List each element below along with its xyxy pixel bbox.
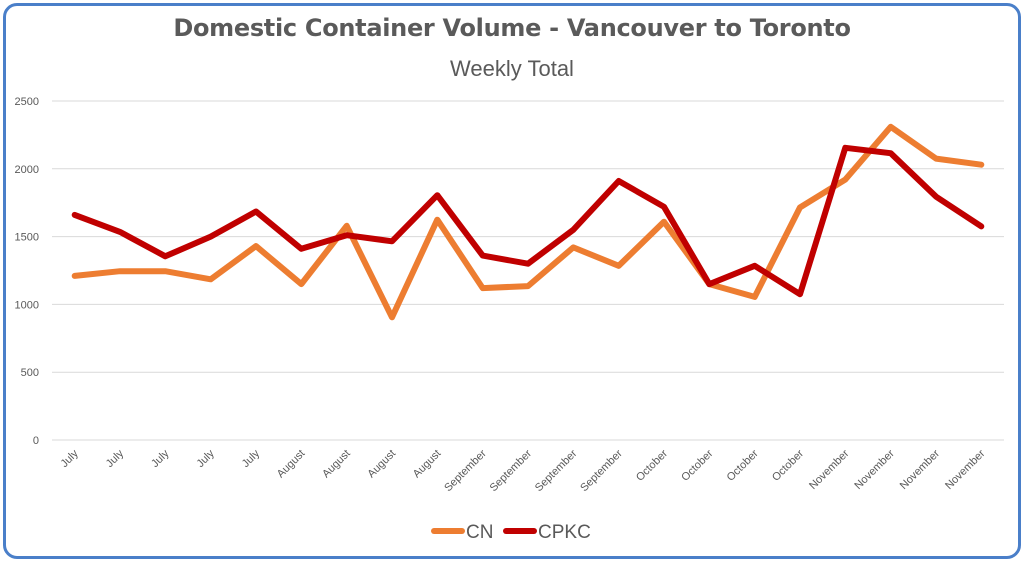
x-tick-label: August [320,448,353,481]
y-tick-label: 2500 [15,96,39,108]
data-point-cn [391,316,393,318]
data-point-cpkc [300,248,302,250]
data-point-cn [527,285,529,287]
series-line-cpkc [71,144,985,298]
x-tick-label: September [578,447,625,494]
x-axis-ticks: July July July July July August August August Au… [58,447,987,494]
legend: CN CPKC [431,522,591,543]
series-lines [71,123,985,321]
y-tick-label: 1000 [15,299,39,311]
data-point-cpkc [935,196,937,198]
data-point-cpkc [527,263,529,265]
data-point-cn [799,206,801,208]
data-point-cn [210,278,212,280]
data-point-cn [754,296,756,298]
x-tick-label: July [58,447,81,470]
x-tick-label: July [194,447,217,470]
chart-title: Domestic Container Volume - Vancouver to… [173,14,851,42]
data-point-cn [255,245,257,247]
y-tick-label: 0 [33,435,39,447]
data-point-cpkc [663,206,665,208]
data-point-cn [663,221,665,223]
x-tick-label: August [365,448,398,481]
data-point-cn [164,270,166,272]
x-tick-label: October [725,447,761,483]
data-point-cn [74,275,76,277]
data-point-cpkc [119,231,121,233]
y-axis-ticks: 0 500 1000 1500 2000 2500 [15,96,39,447]
data-point-cpkc [482,255,484,257]
data-point-cpkc [255,211,257,213]
data-point-cpkc [980,225,982,227]
x-tick-label: July [104,447,127,470]
x-tick-label: November [852,447,897,492]
y-tick-label: 1500 [15,232,39,244]
x-tick-label: September [488,447,535,494]
x-tick-label: October [770,447,806,483]
data-point-cn [890,126,892,128]
data-point-cpkc [708,283,710,285]
x-tick-label: August [411,448,444,481]
x-tick-label: November [898,447,943,492]
legend-label-cn: CN [466,522,493,543]
data-point-cpkc [754,265,756,267]
x-tick-label: July [149,447,172,470]
data-point-cn [436,219,438,221]
data-point-cn [618,265,620,267]
x-tick-label: September [442,447,489,494]
data-point-cpkc [618,180,620,182]
data-point-cpkc [391,240,393,242]
x-tick-label: September [533,447,580,494]
data-point-cpkc [164,255,166,257]
x-tick-label: August [275,448,308,481]
x-tick-label: November [807,447,852,492]
data-point-cn [572,246,574,248]
chart-subtitle: Weekly Total [450,56,574,81]
data-point-cn [980,164,982,166]
data-point-cpkc [572,229,574,231]
x-tick-label: November [943,447,988,492]
data-point-cn [346,225,348,227]
data-point-cpkc [74,214,76,216]
data-point-cn [119,270,121,272]
x-tick-label: July [240,447,263,470]
data-point-cn [300,283,302,285]
x-tick-label: October [634,447,670,483]
legend-label-cpkc: CPKC [538,522,591,543]
y-tick-label: 2000 [15,164,39,176]
data-point-cpkc [890,152,892,154]
chart-frame [3,3,1021,559]
data-point-cpkc [799,293,801,295]
y-tick-label: 500 [21,367,39,379]
data-point-cpkc [844,147,846,149]
data-point-cn [935,158,937,160]
data-point-cpkc [436,194,438,196]
data-point-cn [844,179,846,181]
x-tick-label: October [679,447,715,483]
data-point-cn [482,287,484,289]
data-point-cpkc [346,234,348,236]
data-point-cpkc [210,236,212,238]
